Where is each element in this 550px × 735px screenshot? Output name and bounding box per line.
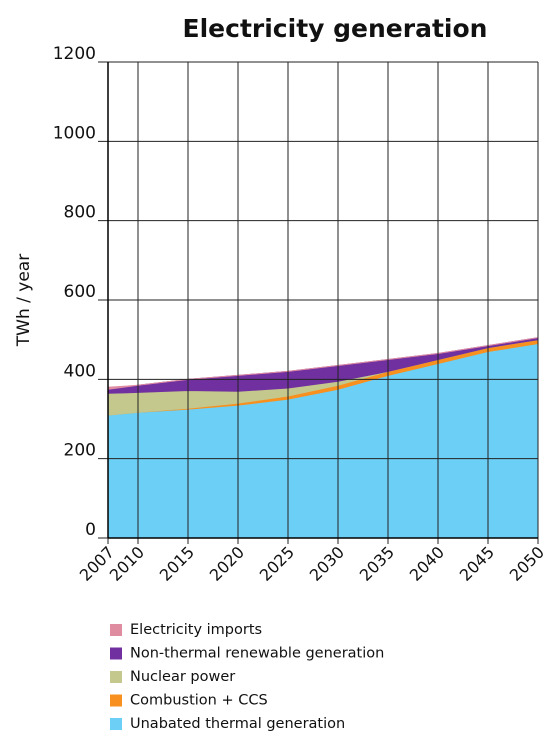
y-tick-label: 600 — [64, 282, 96, 302]
x-tick-label: 2020 — [206, 543, 248, 585]
x-tick-label: 2015 — [156, 543, 198, 585]
legend-label: Non-thermal renewable generation — [130, 646, 384, 662]
legend-swatch — [110, 694, 122, 707]
y-tick-label: 800 — [64, 203, 96, 223]
legend-swatch — [110, 718, 122, 730]
legend-swatch — [110, 671, 122, 683]
y-tick-label: 0 — [85, 520, 96, 540]
x-tick-label: 2035 — [356, 543, 398, 585]
chart-title: Electricity generation — [183, 14, 488, 43]
area — [107, 337, 539, 390]
legend-label: Nuclear power — [130, 669, 235, 685]
y-tick-label: 200 — [64, 441, 96, 461]
x-tick-label: 2045 — [456, 543, 498, 585]
y-tick-label: 1200 — [53, 44, 96, 64]
x-tick-label: 2050 — [506, 543, 548, 585]
legend-label: Electricity imports — [130, 622, 262, 638]
y-tick-label: 1000 — [53, 123, 96, 143]
x-tick-label: 2030 — [306, 543, 348, 585]
y-axis-label: TWh / year — [14, 254, 34, 347]
legend-swatch — [110, 624, 122, 636]
x-tick-label: 2010 — [106, 543, 148, 585]
x-tick-label: 2040 — [406, 543, 448, 585]
legend-label: Unabated thermal generation — [130, 716, 345, 732]
x-tick-label: 2025 — [256, 543, 298, 585]
y-tick-label: 400 — [64, 361, 96, 381]
legend-swatch — [110, 647, 122, 660]
legend-label: Combustion + CCS — [130, 693, 268, 709]
